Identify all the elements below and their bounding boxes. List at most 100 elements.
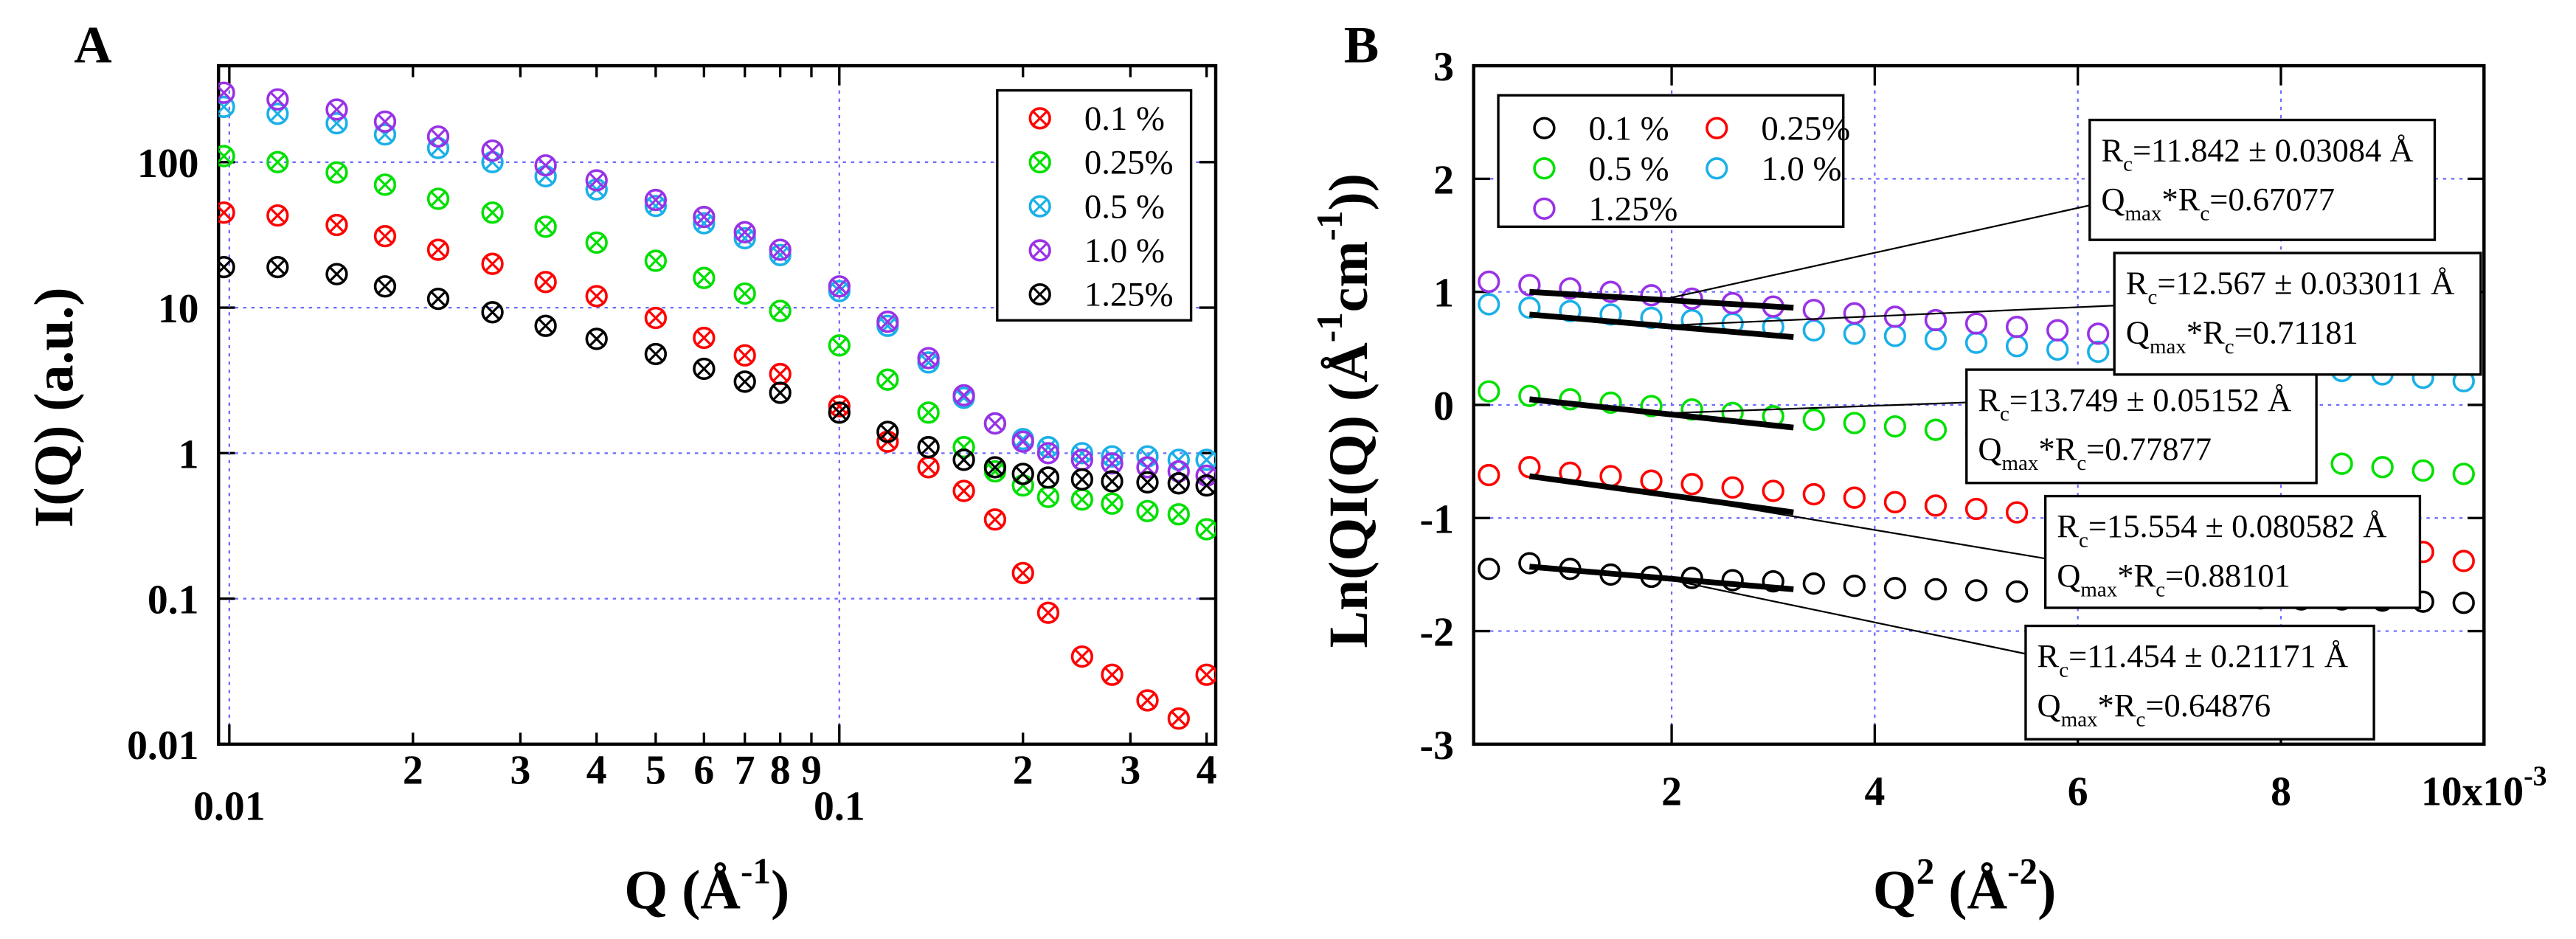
point	[1924, 328, 1947, 351]
legend-marker	[1533, 157, 1556, 180]
x-tick-label: 4	[586, 747, 607, 793]
point	[1924, 308, 1947, 332]
marker	[983, 508, 1007, 531]
annotation-box	[2043, 494, 2422, 609]
marker-cross	[1015, 466, 1031, 482]
marker	[1101, 470, 1123, 493]
point	[1036, 442, 1060, 465]
legend-marker	[1706, 117, 1728, 139]
marker	[2046, 338, 2069, 361]
point	[1964, 579, 1988, 602]
marker	[2005, 501, 2029, 524]
marker	[1478, 463, 1500, 487]
annotation-text: Qmax*Rc=0.64876	[2037, 687, 2271, 731]
y-tick-label: -1	[1420, 496, 1454, 542]
x-axis-label-part: -2	[2007, 850, 2037, 891]
legend-marker	[1028, 195, 1051, 218]
marker-cross	[485, 143, 500, 159]
point	[1101, 492, 1123, 515]
y-axis-label-part: -1	[1309, 211, 1350, 241]
point	[1802, 299, 1825, 322]
marker	[1070, 442, 1094, 465]
marker-cross	[921, 460, 936, 475]
marker	[1167, 448, 1190, 471]
marker-cross	[431, 291, 446, 307]
marker	[218, 145, 235, 167]
marker	[1721, 569, 1744, 592]
point	[983, 412, 1007, 435]
x-tick-label: 0.1	[814, 783, 865, 829]
point	[1883, 415, 1907, 438]
annotation-text-part: c	[2077, 451, 2086, 475]
marker	[426, 136, 450, 159]
point	[733, 221, 756, 243]
legend-label: 1.25%	[1589, 190, 1678, 228]
marker	[1478, 558, 1500, 581]
point	[1518, 274, 1541, 297]
marker-cross	[1140, 503, 1155, 519]
point	[585, 285, 608, 308]
marker-cross	[538, 219, 553, 235]
marker	[1101, 663, 1123, 686]
annotation-text: Rc=11.454 ± 0.21171 Å	[2037, 637, 2349, 682]
marker	[373, 123, 397, 146]
marker-cross	[1074, 649, 1090, 665]
x-tick-label: 4	[1864, 769, 1885, 814]
point	[917, 351, 940, 374]
marker	[266, 204, 289, 227]
point	[373, 173, 397, 196]
marker-cross	[648, 310, 663, 326]
x-tick-label: 3	[510, 747, 530, 793]
x-tick-label: 6	[2068, 769, 2088, 814]
point	[218, 81, 235, 104]
marker	[952, 479, 975, 502]
annotation-text-part: =11.842 ± 0.03084 Å	[2133, 131, 2414, 168]
annotation-text-part: max	[2080, 578, 2117, 601]
marker-cross	[1199, 452, 1214, 468]
marker-cross	[696, 270, 712, 285]
marker-cross	[377, 177, 392, 193]
marker	[733, 226, 756, 250]
point	[373, 225, 397, 248]
marker-cross	[1040, 489, 1056, 505]
y-tick-label: 3	[1433, 44, 1454, 90]
x-tick-label: 2	[403, 747, 423, 793]
marker	[585, 169, 608, 192]
marker-cross	[1171, 711, 1186, 727]
marker	[1802, 572, 1825, 595]
point	[1924, 494, 1947, 517]
marker	[693, 206, 716, 229]
marker	[1101, 452, 1123, 475]
annotation-text-part: Q	[2126, 313, 2150, 350]
point	[218, 255, 235, 279]
marker-cross	[831, 338, 847, 353]
marker-cross	[485, 205, 500, 221]
marker-cross	[589, 288, 604, 304]
marker	[952, 436, 975, 459]
marker-cross	[538, 318, 553, 333]
marker-cross	[737, 374, 752, 389]
marker-cross	[218, 85, 232, 100]
annotation-text: Rc=12.567 ± 0.033011 Å	[2126, 265, 2454, 309]
annotation-text-part: =0.77877	[2086, 431, 2212, 468]
marker	[1802, 299, 1825, 322]
point	[426, 136, 450, 159]
point	[1011, 430, 1034, 453]
marker	[1195, 663, 1216, 686]
annotation-text-part: c	[2136, 707, 2145, 731]
point	[266, 88, 289, 111]
point	[266, 255, 289, 279]
marker-cross	[1199, 522, 1214, 537]
annotation-text-part: c	[2079, 529, 2088, 552]
annotation-text-part: Q	[2057, 557, 2080, 594]
marker-cross	[737, 285, 752, 301]
marker	[1924, 328, 1947, 351]
point	[1964, 497, 1988, 521]
annotation-text-part: =11.454 ± 0.21171 Å	[2068, 637, 2348, 674]
annotation-text-part: *R	[2187, 313, 2225, 350]
marker	[534, 271, 557, 294]
marker-cross	[377, 114, 392, 129]
marker	[2411, 459, 2434, 482]
marker	[693, 357, 716, 381]
marker-cross	[377, 229, 392, 244]
